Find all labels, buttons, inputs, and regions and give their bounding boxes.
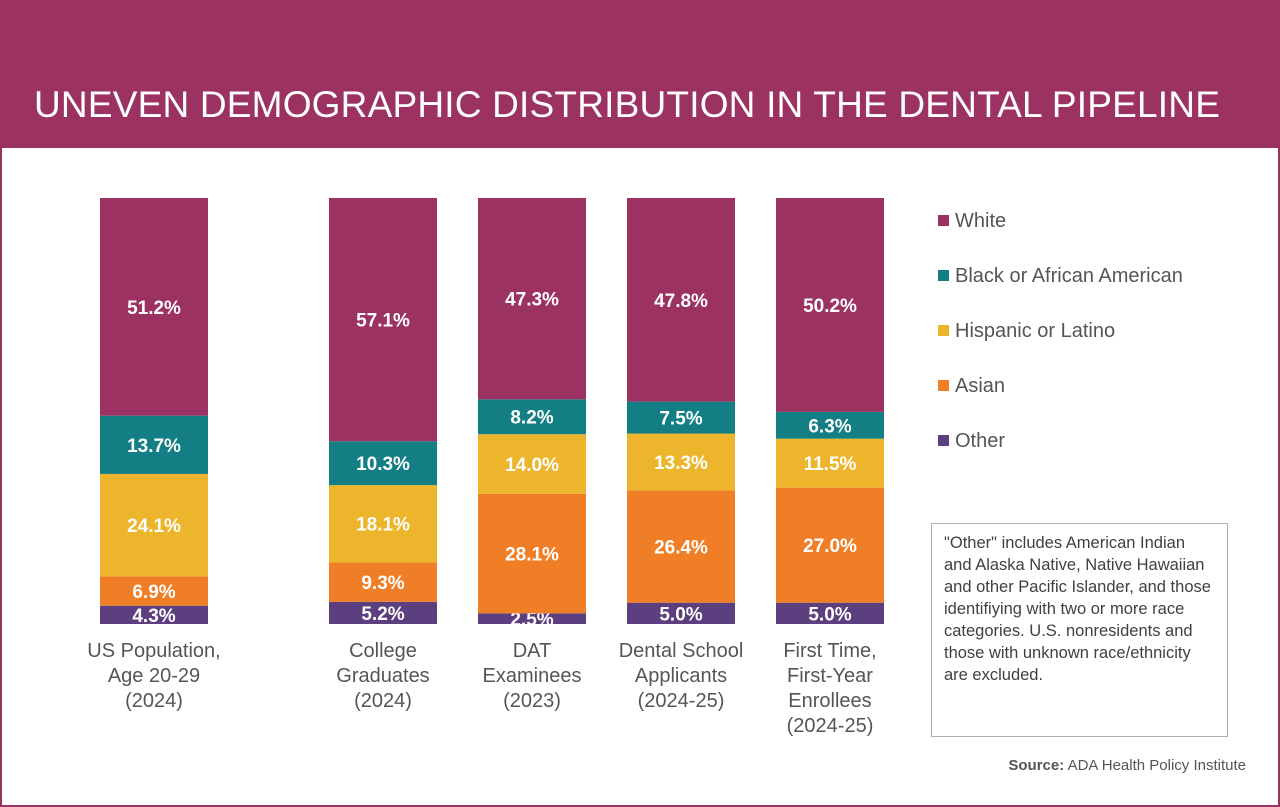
- bar-segment-asian: [478, 493, 586, 614]
- category-label: US Population,: [87, 640, 220, 662]
- legend-swatch-asian: [938, 380, 949, 391]
- bar-segment-black: [100, 415, 208, 474]
- data-label-asian: 26.4%: [654, 537, 708, 558]
- data-label-asian: 9.3%: [361, 573, 404, 594]
- bar-segment-white: [100, 198, 208, 416]
- data-label-hispanic: 11.5%: [804, 454, 857, 475]
- bar-segment-black: [627, 401, 735, 434]
- bar-segment-other: [627, 602, 735, 624]
- legend-label-asian: Asian: [955, 375, 1006, 397]
- source-line: Source: ADA Health Policy Institute: [1008, 757, 1246, 774]
- data-label-other: 5.0%: [659, 604, 702, 625]
- data-label-hispanic: 14.0%: [505, 455, 559, 476]
- bar-segment-other: [776, 602, 884, 624]
- legend-label-black: Black or African American: [955, 265, 1183, 287]
- category-label: (2024): [354, 690, 412, 712]
- category-label: Applicants: [635, 665, 727, 687]
- legend-swatch-white: [938, 215, 949, 226]
- data-label-hispanic: 24.1%: [127, 516, 181, 537]
- bar-segment-white: [329, 198, 437, 442]
- legend-swatch-black: [938, 270, 949, 281]
- data-label-black: 10.3%: [356, 454, 410, 475]
- bar-segment-asian: [100, 576, 208, 606]
- bar-segment-asian: [776, 487, 884, 603]
- data-label-black: 8.2%: [510, 408, 553, 429]
- data-label-other: 2.5%: [510, 610, 553, 631]
- bar-segment-hispanic: [100, 473, 208, 577]
- category-label: (2024-25): [787, 715, 874, 737]
- legend-label-white: White: [955, 210, 1007, 232]
- data-label-white: 50.2%: [803, 296, 857, 317]
- bar-segment-white: [478, 198, 586, 400]
- title-banner: [0, 0, 1280, 148]
- source-text: ADA Health Policy Institute: [1067, 757, 1246, 774]
- footnote-text: "Other" includes American Indian and Ala…: [944, 534, 1211, 684]
- data-label-other: 5.2%: [361, 604, 404, 625]
- bar-segment-asian: [329, 562, 437, 602]
- category-label: Age 20-29: [108, 665, 200, 687]
- category-label: (2024): [125, 690, 183, 712]
- category-label: College: [349, 640, 417, 662]
- category-label: First Time,: [783, 640, 876, 662]
- data-label-white: 47.8%: [654, 291, 708, 312]
- bar-segment-other: [478, 613, 586, 624]
- bar-segment-asian: [627, 490, 735, 603]
- data-label-black: 7.5%: [659, 409, 702, 430]
- bar-segment-black: [776, 411, 884, 439]
- legend-label-hispanic: Hispanic or Latino: [955, 320, 1116, 342]
- data-label-other: 5.0%: [808, 604, 851, 625]
- legend-label-other: Other: [955, 430, 1006, 452]
- category-label: Enrollees: [788, 690, 871, 712]
- category-label: Graduates: [336, 665, 429, 687]
- data-label-other: 4.3%: [132, 606, 175, 627]
- category-label: Examinees: [483, 665, 582, 687]
- footnote-box: "Other" includes American Indian and Ala…: [931, 523, 1228, 737]
- data-label-hispanic: 18.1%: [356, 515, 410, 536]
- data-label-asian: 27.0%: [803, 536, 857, 557]
- bar-segment-white: [776, 198, 884, 412]
- data-label-white: 57.1%: [356, 311, 410, 332]
- bar-segment-other: [100, 605, 208, 624]
- category-label: DAT: [513, 640, 552, 662]
- data-label-hispanic: 13.3%: [654, 453, 708, 474]
- legend-swatch-hispanic: [938, 325, 949, 336]
- data-label-white: 47.3%: [505, 290, 559, 311]
- bar-segment-other: [329, 601, 437, 624]
- category-label: Dental School: [619, 640, 744, 662]
- category-label: (2024-25): [638, 690, 725, 712]
- bar-segment-hispanic: [776, 438, 884, 488]
- data-label-white: 51.2%: [127, 298, 181, 319]
- bar-segment-black: [478, 399, 586, 435]
- bar-segment-hispanic: [478, 434, 586, 494]
- bar-segment-white: [627, 198, 735, 402]
- bar-segment-hispanic: [329, 485, 437, 563]
- data-label-black: 6.3%: [808, 416, 851, 437]
- category-label: (2023): [503, 690, 561, 712]
- data-label-asian: 6.9%: [132, 582, 175, 603]
- source-label: Source:: [1008, 757, 1065, 774]
- data-label-black: 13.7%: [127, 436, 181, 457]
- data-label-asian: 28.1%: [505, 545, 559, 566]
- category-label: First-Year: [787, 665, 873, 687]
- bar-segment-hispanic: [627, 433, 735, 491]
- legend-swatch-other: [938, 435, 949, 446]
- bar-segment-black: [329, 441, 437, 486]
- chart-title: UNEVEN DEMOGRAPHIC DISTRIBUTION IN THE D…: [34, 84, 1221, 125]
